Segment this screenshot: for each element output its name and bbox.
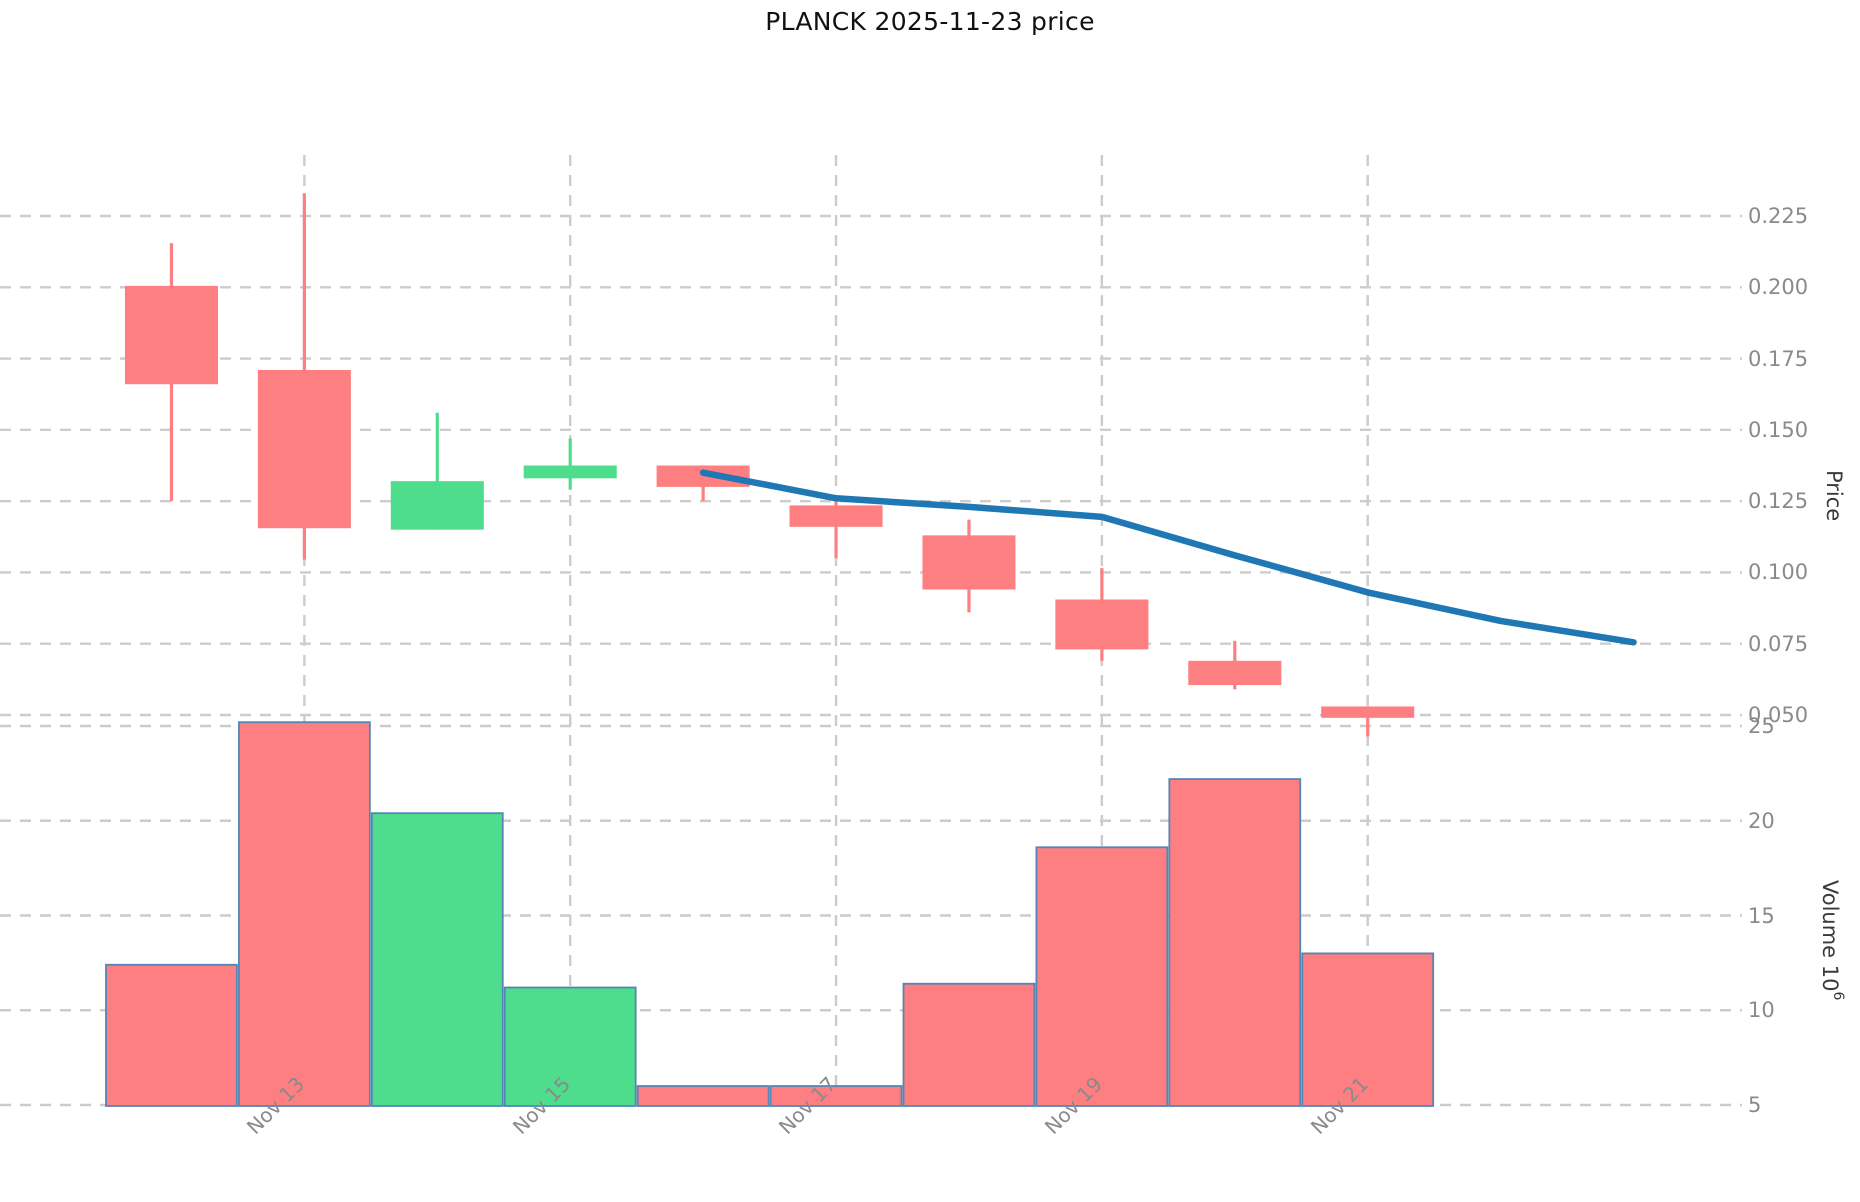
price-tick-label: 0.225 xyxy=(1748,204,1809,228)
volume-tick-label: 10 xyxy=(1748,998,1775,1023)
price-tick-label: 0.100 xyxy=(1748,560,1809,585)
volume-axis-label: Volume 106 xyxy=(1818,880,1846,1001)
price-tick-label: 0.125 xyxy=(1748,489,1809,514)
chart-title: PLANCK 2025-11-23 price xyxy=(765,7,1095,36)
price-tick-label: 0.050 xyxy=(1748,703,1809,727)
price-tick-label: 0.150 xyxy=(1748,417,1809,442)
price-tick-label: 0.075 xyxy=(1748,631,1809,656)
volume-tick-label: 5 xyxy=(1748,1093,1762,1117)
price-tick-label: 0.200 xyxy=(1748,275,1809,300)
volume-tick-label: 20 xyxy=(1748,808,1775,833)
price-axis-label: Price xyxy=(1822,470,1846,522)
volume-bars-layer xyxy=(105,721,1435,1107)
candles-layer xyxy=(124,193,1415,737)
volume-tick-label: 15 xyxy=(1748,903,1775,928)
price-tick-label: 0.175 xyxy=(1748,346,1809,371)
moving-average-line xyxy=(699,469,1637,646)
volume-tick-label: 25 xyxy=(1748,714,1775,738)
